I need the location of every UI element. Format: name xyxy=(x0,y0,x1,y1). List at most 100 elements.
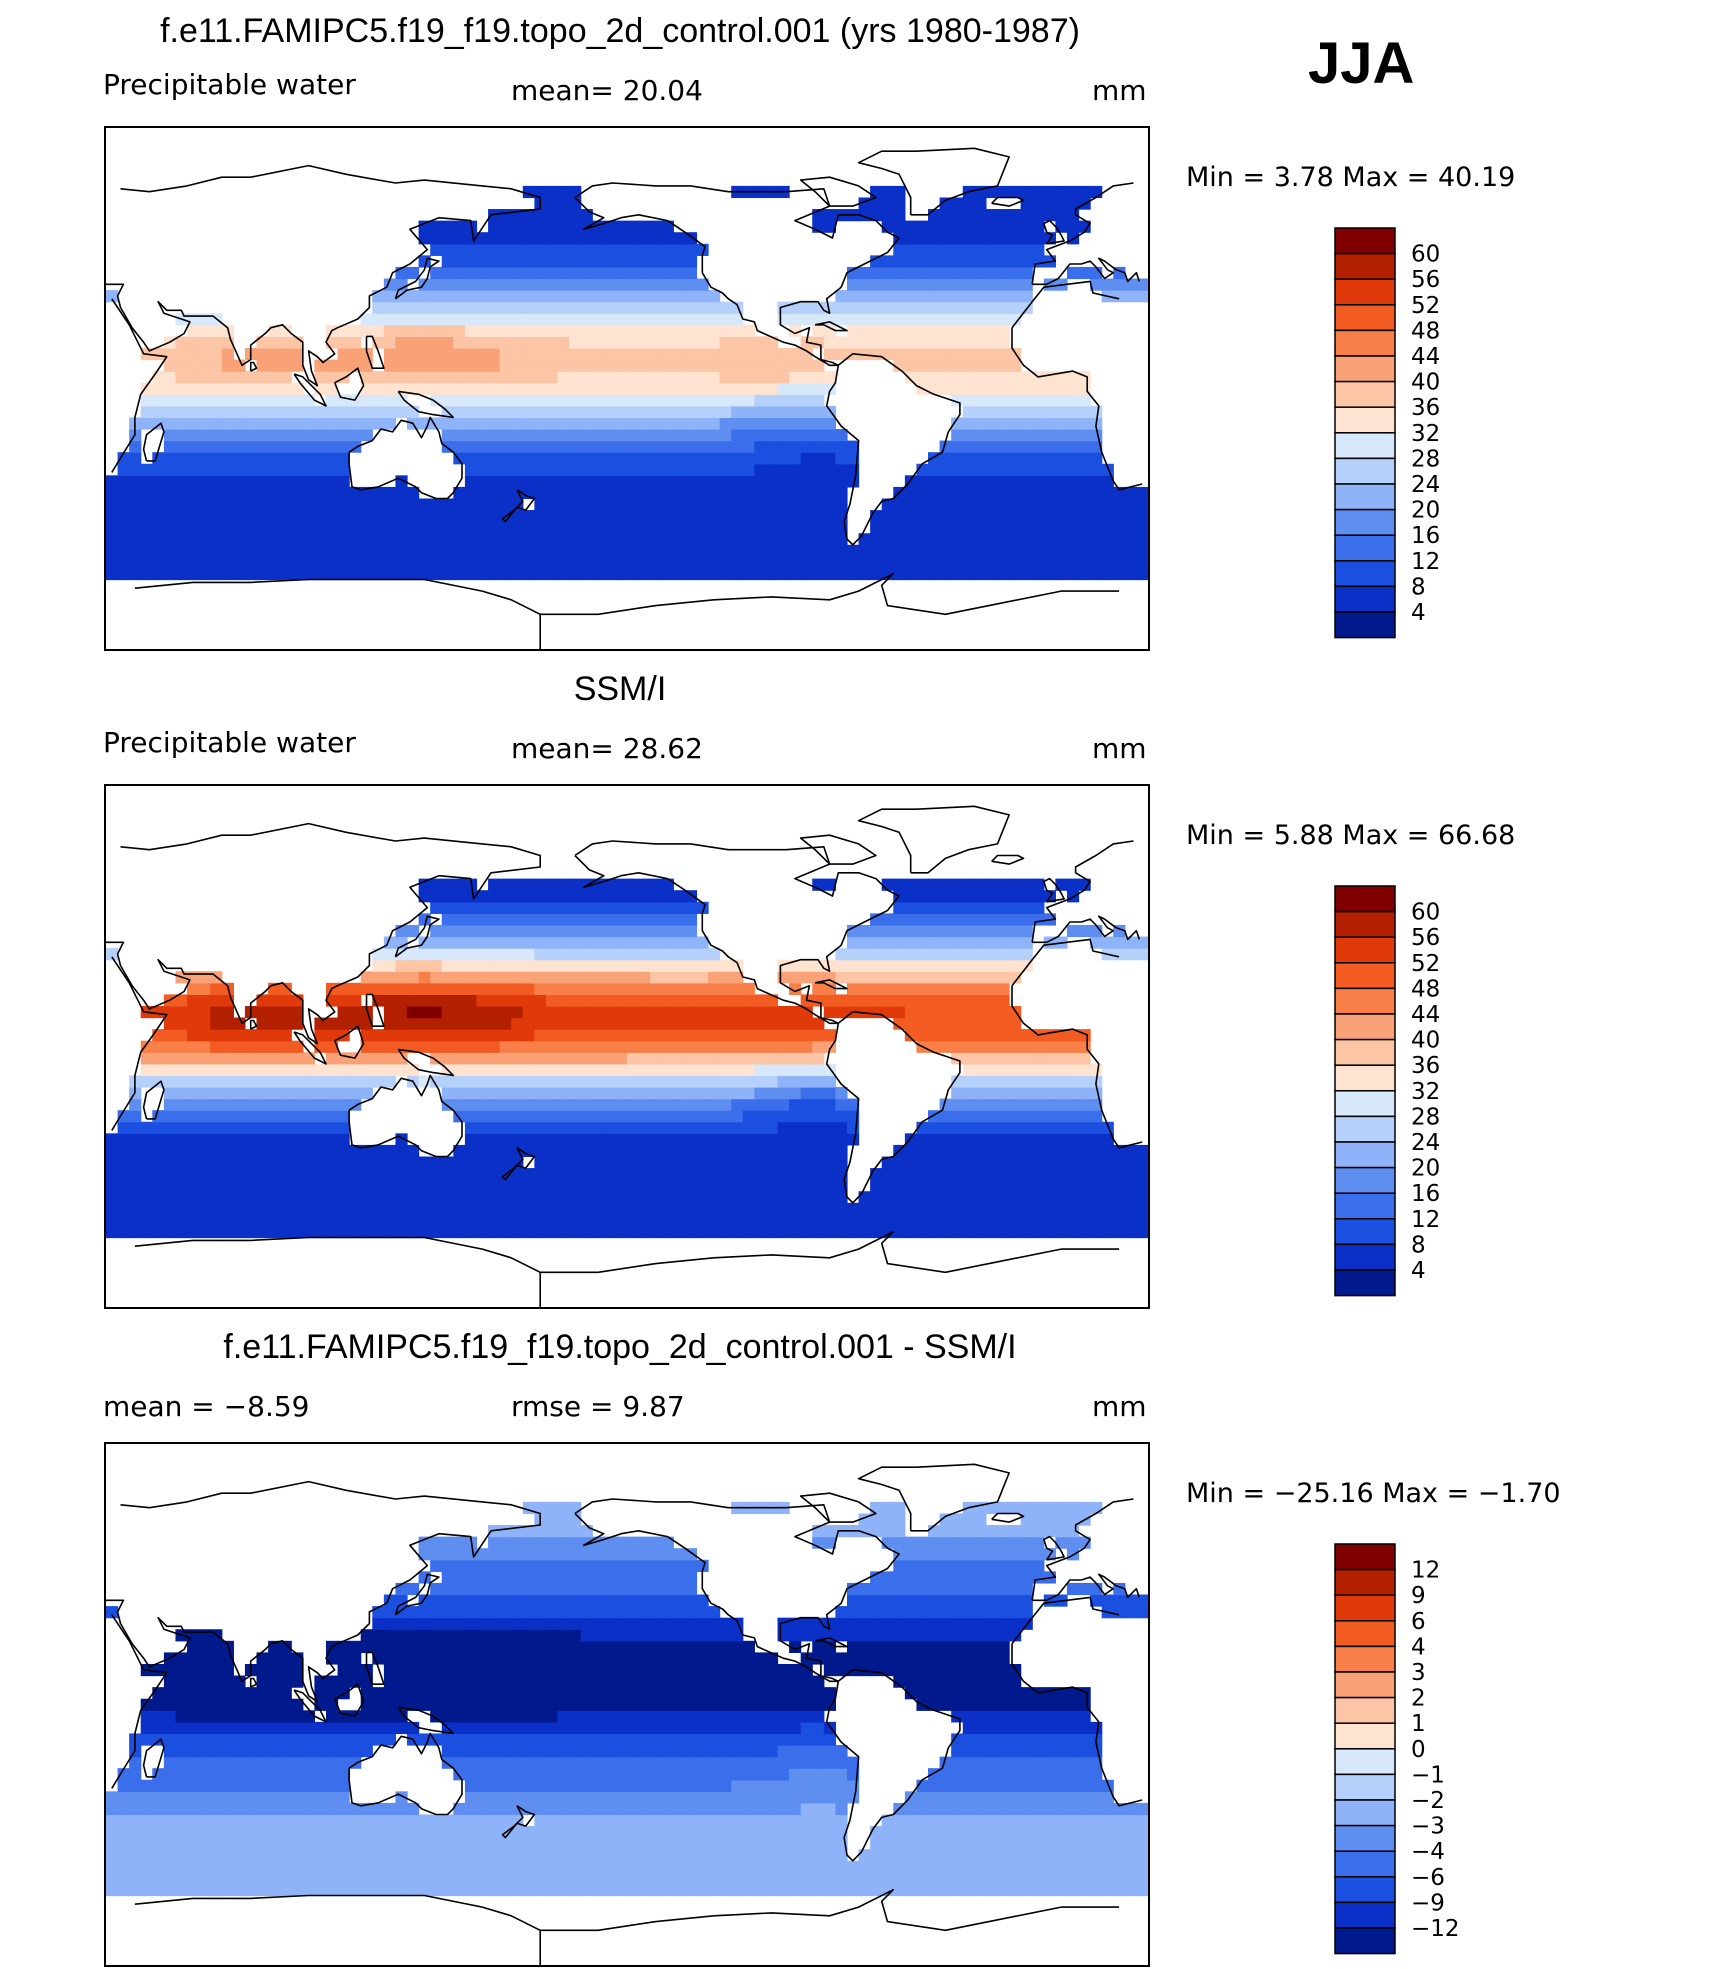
field-cell xyxy=(233,440,246,453)
field-cell xyxy=(210,1063,223,1077)
field-cell xyxy=(1101,475,1114,488)
field-cell xyxy=(1136,556,1148,569)
field-cell xyxy=(569,982,582,995)
field-cell xyxy=(893,533,906,546)
field-cell xyxy=(638,266,651,280)
field-cell xyxy=(372,1826,385,1839)
field-cell xyxy=(279,475,292,488)
field-cell xyxy=(673,463,686,476)
field-cell xyxy=(1020,1168,1033,1181)
field-cell xyxy=(1009,544,1022,557)
field-cell xyxy=(349,1202,362,1215)
field-cell xyxy=(974,197,987,210)
field-cell xyxy=(441,394,454,407)
field-cell xyxy=(708,521,721,534)
coastline xyxy=(106,822,1141,1045)
field-cell xyxy=(1090,936,1103,949)
field-cell xyxy=(870,982,883,995)
field-cell xyxy=(684,266,698,280)
field-cell xyxy=(117,521,130,534)
field-cell xyxy=(488,1087,501,1100)
field-cell xyxy=(1043,1191,1056,1204)
field-cell xyxy=(407,1214,420,1227)
field-cell xyxy=(974,463,987,476)
field-cell xyxy=(256,405,269,419)
field-cell xyxy=(997,382,1010,395)
field-cell xyxy=(742,1087,755,1100)
field-cell xyxy=(1101,1191,1114,1204)
field-cell xyxy=(256,429,269,442)
field-cell xyxy=(812,1017,825,1030)
field-cell xyxy=(453,313,466,326)
field-cell xyxy=(349,498,362,511)
field-cell xyxy=(1066,1872,1080,1885)
field-cell xyxy=(534,1214,547,1227)
field-cell xyxy=(534,209,547,222)
field-cell xyxy=(789,347,802,361)
field-cell xyxy=(187,1802,200,1816)
field-cell xyxy=(997,255,1010,268)
colorbar-swatch xyxy=(1334,304,1396,332)
field-cell xyxy=(349,336,362,349)
field-cell xyxy=(464,1075,478,1088)
field-cell xyxy=(962,463,975,476)
field-cell xyxy=(221,463,234,476)
panel-model-map xyxy=(104,126,1150,651)
field-cell xyxy=(719,429,732,442)
field-cell xyxy=(580,475,593,488)
field-cell xyxy=(291,1849,304,1862)
field-cell xyxy=(557,544,570,557)
field-cell xyxy=(488,255,501,268)
field-cell xyxy=(812,567,825,581)
field-cell xyxy=(997,1214,1010,1227)
field-cell xyxy=(383,324,397,337)
field-cell xyxy=(974,1225,987,1239)
colorbar-label: 16 xyxy=(1411,523,1440,549)
field-cell xyxy=(904,556,918,569)
field-cell xyxy=(974,452,987,465)
field-cell xyxy=(499,1156,512,1169)
field-cell xyxy=(916,567,929,581)
field-cell xyxy=(534,544,547,557)
field-cell xyxy=(638,1144,651,1158)
field-cell xyxy=(152,1063,165,1077)
field-cell xyxy=(488,924,501,938)
field-cell xyxy=(106,533,119,546)
field-cell xyxy=(904,1156,918,1169)
field-cell xyxy=(140,1168,153,1181)
field-cell xyxy=(789,1814,802,1827)
field-cell xyxy=(742,567,755,581)
field-cell xyxy=(1020,1826,1033,1839)
field-cell xyxy=(1066,1202,1080,1215)
field-cell xyxy=(928,971,941,984)
field-cell xyxy=(765,544,779,557)
field-cell xyxy=(302,1133,315,1146)
field-cell xyxy=(187,347,200,361)
field-cell xyxy=(395,290,408,303)
field-cell xyxy=(696,533,709,546)
field-cell xyxy=(569,913,582,926)
field-cell xyxy=(395,544,408,557)
field-cell xyxy=(163,463,177,476)
field-cell xyxy=(140,533,153,546)
field-cell xyxy=(106,1883,119,1897)
field-cell xyxy=(198,1860,211,1873)
field-cell xyxy=(349,1814,362,1827)
field-cell xyxy=(893,301,906,314)
field-cell xyxy=(696,1826,709,1839)
field-cell xyxy=(1020,1087,1033,1100)
field-cell xyxy=(106,521,119,534)
field-cell xyxy=(638,878,651,891)
field-cell xyxy=(453,1191,466,1204)
field-cell xyxy=(708,1814,721,1827)
field-cell xyxy=(916,521,929,534)
field-cell xyxy=(939,924,952,938)
field-cell xyxy=(1078,1098,1091,1111)
field-cell xyxy=(615,1191,628,1204)
field-cell xyxy=(175,347,188,361)
field-cell xyxy=(106,1156,119,1169)
field-cell xyxy=(916,278,929,291)
field-cell xyxy=(939,209,952,222)
field-cell xyxy=(198,452,211,465)
field-cell xyxy=(441,255,454,268)
